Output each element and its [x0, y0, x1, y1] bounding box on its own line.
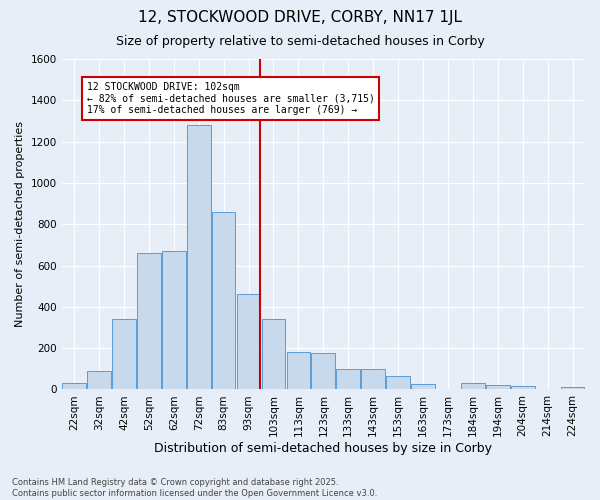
Bar: [237, 294, 260, 390]
Bar: [112, 319, 136, 390]
Bar: [287, 352, 310, 390]
Bar: [212, 212, 235, 390]
Bar: [162, 251, 185, 390]
Text: 12 STOCKWOOD DRIVE: 102sqm
← 82% of semi-detached houses are smaller (3,715)
17%: 12 STOCKWOOD DRIVE: 102sqm ← 82% of semi…: [86, 82, 374, 115]
Text: 12, STOCKWOOD DRIVE, CORBY, NN17 1JL: 12, STOCKWOOD DRIVE, CORBY, NN17 1JL: [138, 10, 462, 25]
Bar: [62, 384, 86, 390]
Bar: [361, 369, 385, 390]
Bar: [87, 371, 111, 390]
Bar: [486, 386, 509, 390]
Bar: [311, 354, 335, 390]
Bar: [461, 384, 485, 390]
Bar: [561, 388, 584, 390]
Bar: [511, 386, 535, 390]
X-axis label: Distribution of semi-detached houses by size in Corby: Distribution of semi-detached houses by …: [154, 442, 493, 455]
Bar: [386, 376, 410, 390]
Text: Size of property relative to semi-detached houses in Corby: Size of property relative to semi-detach…: [116, 35, 484, 48]
Bar: [137, 253, 161, 390]
Bar: [187, 125, 211, 390]
Y-axis label: Number of semi-detached properties: Number of semi-detached properties: [15, 121, 25, 327]
Bar: [411, 384, 435, 390]
Bar: [337, 369, 360, 390]
Bar: [262, 319, 286, 390]
Text: Contains HM Land Registry data © Crown copyright and database right 2025.
Contai: Contains HM Land Registry data © Crown c…: [12, 478, 377, 498]
